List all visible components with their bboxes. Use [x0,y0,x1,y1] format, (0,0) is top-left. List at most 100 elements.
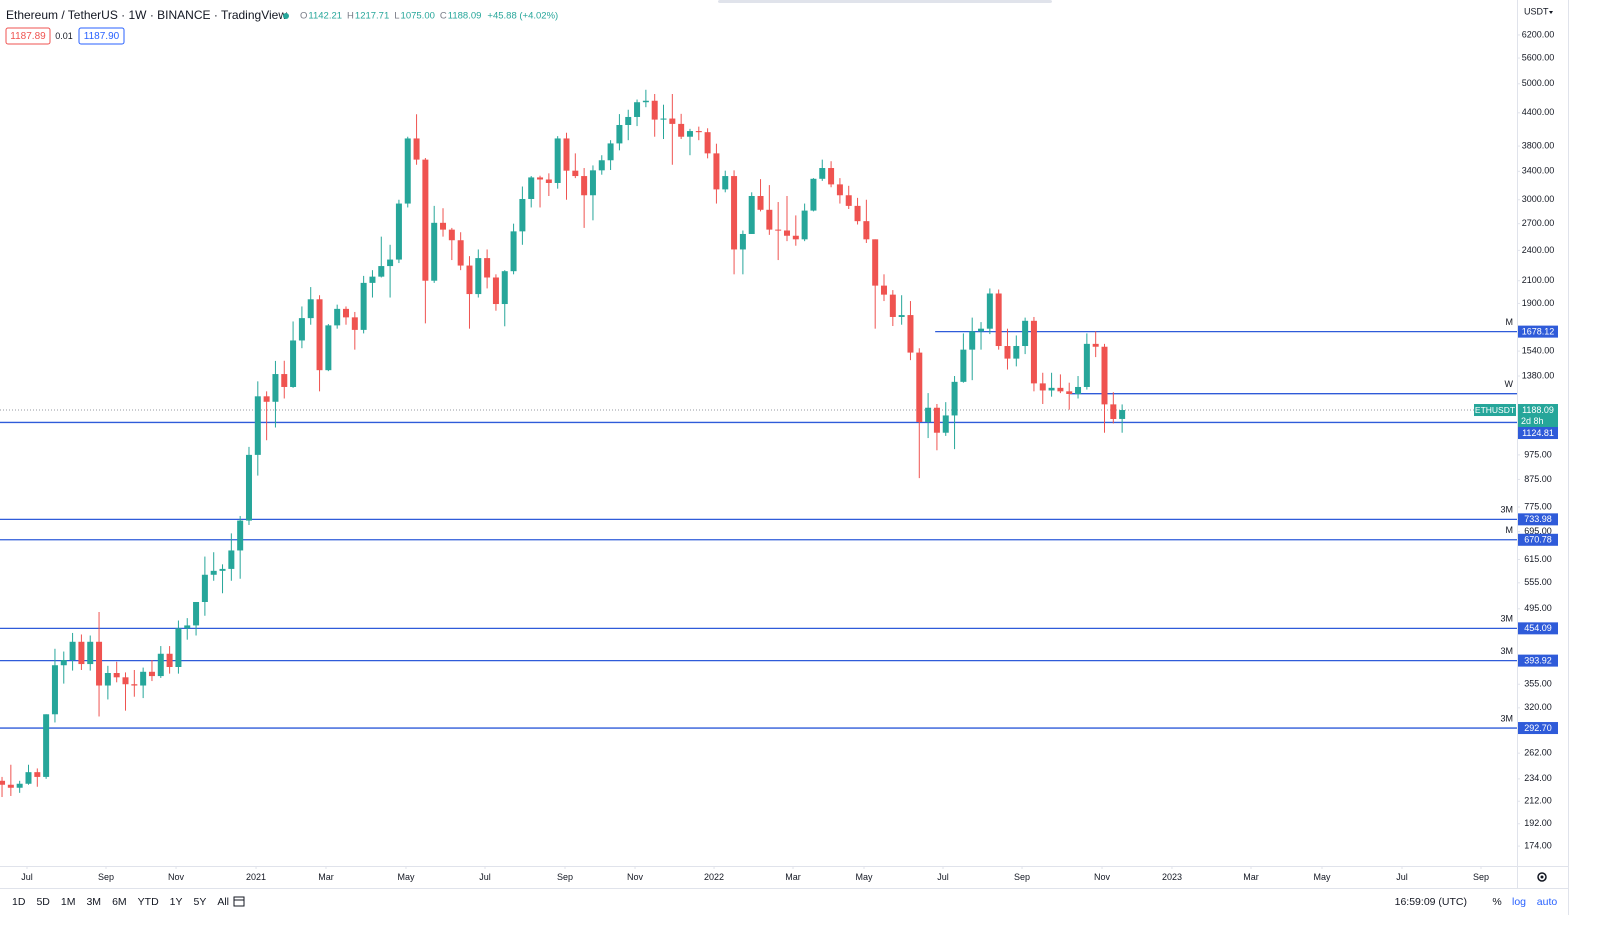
candle-body [404,138,411,204]
candle-body [881,285,888,295]
date-range-icon[interactable] [233,896,245,907]
candle-body [219,568,226,571]
range-button[interactable]: 1Y [170,896,183,908]
x-tick-label: May [855,872,873,882]
candle-body [995,293,1002,347]
candle-body [334,308,341,326]
candle-body [660,118,667,120]
y-tick-label: 5600.00 [1522,52,1555,62]
candle-body [378,266,385,277]
candle-body [528,177,535,199]
candle-body [413,138,420,160]
range-button[interactable]: 1D [12,896,26,908]
candle-body [695,131,702,133]
candle-body [210,570,217,575]
candle-body [537,177,544,180]
level-price: 292.70 [1524,723,1552,733]
currency[interactable]: USDT [1524,6,1549,16]
log-toggle[interactable]: log [1512,896,1526,908]
candle-body [739,233,746,250]
candle-body [87,641,94,665]
candle-body [1039,383,1046,391]
y-tick-label: 4400.00 [1522,107,1555,117]
candle-body [131,684,138,686]
range-button[interactable]: 1M [61,896,76,908]
x-tick-label: Sep [1473,872,1489,882]
candle-body [431,222,438,281]
y-tick-label: 192.00 [1524,818,1552,828]
settings-icon[interactable] [1537,872,1547,882]
level-price-box [1518,622,1558,635]
candle-body [678,123,685,137]
candle-body [863,221,870,240]
candle-body [634,102,641,117]
candle-body [757,195,764,210]
countdown: 2d 8h [1521,416,1544,426]
x-tick-label: Mar [318,872,334,882]
status-dot [283,13,289,19]
y-tick-label: 262.00 [1524,748,1552,758]
auto-toggle[interactable]: auto [1537,896,1558,908]
candle-body [686,131,693,137]
candle-body [925,407,932,422]
legend-value: 1217.71 [355,11,389,22]
x-tick-label: Jul [1396,872,1408,882]
ask-box[interactable] [78,27,125,45]
range-button[interactable]: 5Y [194,896,207,908]
y-tick-label: 174.00 [1524,840,1552,850]
symbol-label: ETHUSDT [1475,405,1515,415]
candle-body [748,195,755,234]
level-price-box [1518,654,1558,667]
candle-body [25,772,32,784]
candle-body [34,772,41,777]
level-tag: 3M [1500,505,1513,515]
x-tick-label: May [1313,872,1331,882]
x-tick-label: May [397,872,415,882]
level-tag: 3M [1500,646,1513,656]
range-button[interactable]: 6M [112,896,127,908]
candle-body [581,176,588,196]
clock: 16:59:09 (UTC) [1395,896,1467,908]
level-price-box [1518,533,1558,546]
range-button[interactable]: 5D [36,896,50,908]
range-button[interactable]: 3M [86,896,101,908]
candle-body [342,308,349,318]
candle-body [519,198,526,232]
candle-body [104,673,111,686]
candle-body [616,124,623,144]
x-tick-label: Nov [627,872,644,882]
y-tick-label: 1900.00 [1522,298,1555,308]
candle-body [898,315,905,317]
range-button[interactable]: YTD [138,896,159,908]
x-tick-label: Nov [168,872,185,882]
range-button[interactable]: All [217,896,229,908]
y-tick-label: 5000.00 [1522,78,1555,88]
candle-body [642,100,649,103]
level-tag: M [1506,525,1514,535]
level-price: 1124.81 [1522,428,1554,438]
candle-body [916,352,923,422]
level-price: 454.09 [1524,623,1552,633]
percent-toggle[interactable]: % [1492,896,1501,908]
candle-body [113,673,120,678]
candle-body [1101,346,1108,405]
candle-body [290,340,297,387]
candle-body [157,653,164,677]
bid-box[interactable] [5,27,51,45]
candle-body [254,396,261,455]
candle-body [986,293,993,329]
candle-body [448,229,455,241]
level-tag: 3M [1500,713,1513,723]
y-tick-label: 2100.00 [1522,275,1555,285]
candle-body [395,203,402,260]
candle-body [1013,346,1020,359]
candle-body [237,520,244,551]
candle-body [978,328,985,332]
candle-body [889,294,896,317]
x-tick-label: Jul [937,872,949,882]
candle-body [166,653,173,668]
candle-body [140,671,147,686]
y-tick-label: 975.00 [1524,449,1552,459]
candle-body [325,325,332,371]
last-price: 1188.09 [1522,405,1554,415]
